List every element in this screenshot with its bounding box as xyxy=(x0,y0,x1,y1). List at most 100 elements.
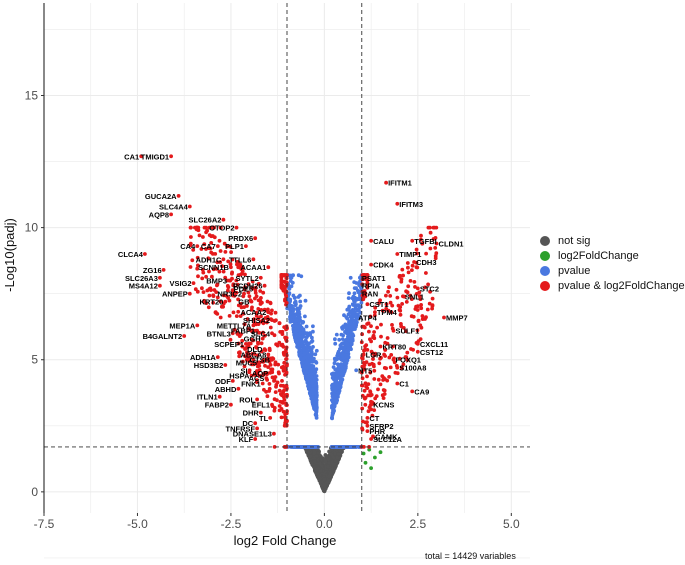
point-both xyxy=(229,265,233,270)
point-p xyxy=(300,334,305,338)
point-p xyxy=(296,295,301,299)
point-p xyxy=(301,320,306,324)
gene-label: ABHD xyxy=(215,385,237,394)
point-both xyxy=(182,334,187,338)
point-p xyxy=(333,337,337,342)
point-both xyxy=(212,288,217,292)
point-p xyxy=(312,367,316,371)
point-both xyxy=(397,275,402,279)
point-both xyxy=(213,310,218,315)
point-fc xyxy=(363,460,368,465)
gene-label: MS4A12 xyxy=(129,282,158,291)
point-both xyxy=(428,246,433,251)
point-both xyxy=(234,314,239,318)
point-both xyxy=(281,409,286,414)
point-p xyxy=(312,371,317,376)
point-p xyxy=(304,377,309,382)
point-p xyxy=(348,275,353,280)
point-p xyxy=(358,310,363,315)
point-p xyxy=(288,276,293,280)
point-both xyxy=(283,285,288,290)
point-both xyxy=(396,303,401,308)
point-both xyxy=(227,314,232,318)
point-not-sig xyxy=(309,460,314,465)
point-p xyxy=(313,403,318,407)
point-p xyxy=(352,298,356,303)
point-both xyxy=(283,297,287,302)
point-p xyxy=(293,327,298,332)
point-fc xyxy=(373,455,377,460)
point-p xyxy=(296,310,300,315)
point-p xyxy=(314,386,319,391)
point-both xyxy=(393,370,398,375)
point-p xyxy=(291,314,296,319)
point-both xyxy=(195,289,200,294)
point-both xyxy=(386,289,390,294)
point-both xyxy=(270,308,274,313)
point-p xyxy=(308,332,313,337)
point-both xyxy=(414,304,418,309)
gene-label: HSD3B2 xyxy=(194,361,224,370)
point-p xyxy=(308,348,313,353)
point-both xyxy=(280,379,284,383)
point-both xyxy=(419,303,423,307)
point-both xyxy=(244,244,248,249)
point-both xyxy=(158,283,162,288)
point-p xyxy=(352,291,357,296)
legend-not-sig-marker xyxy=(540,235,550,246)
point-p xyxy=(330,399,335,404)
point-p xyxy=(298,299,303,304)
point-both xyxy=(277,404,282,408)
point-both xyxy=(194,225,199,230)
gene-label: ACAA1 xyxy=(240,263,266,272)
point-p xyxy=(350,327,355,332)
point-both xyxy=(191,281,196,285)
point-p xyxy=(347,291,351,296)
point-both xyxy=(280,342,285,347)
gene-label: FABP2 xyxy=(205,401,229,410)
point-both xyxy=(381,388,386,392)
point-both xyxy=(360,383,365,388)
point-both xyxy=(266,310,271,315)
point-p xyxy=(346,355,351,360)
point-both xyxy=(278,399,283,404)
gene-label: GGH xyxy=(244,335,261,344)
point-both xyxy=(409,347,413,351)
point-both xyxy=(372,368,377,373)
point-p xyxy=(352,310,357,315)
point-p xyxy=(310,395,315,399)
point-both xyxy=(406,270,411,275)
point-p xyxy=(294,318,298,323)
point-both xyxy=(223,299,228,304)
point-both xyxy=(382,366,387,370)
point-p xyxy=(294,338,299,343)
point-both xyxy=(258,302,263,306)
point-both xyxy=(169,154,174,159)
point-p xyxy=(330,383,334,388)
gene-label: DHR xyxy=(243,409,260,418)
point-both xyxy=(236,386,241,391)
legend-both-marker xyxy=(540,280,550,291)
point-both xyxy=(277,408,282,413)
point-p xyxy=(357,304,362,309)
point-both xyxy=(363,402,368,407)
point-not-sig xyxy=(326,464,330,469)
point-both xyxy=(379,334,383,339)
point-both xyxy=(284,403,289,407)
point-both xyxy=(361,419,365,424)
point-p xyxy=(298,331,303,336)
point-both xyxy=(394,287,399,292)
point-p xyxy=(340,370,345,375)
point-p xyxy=(310,335,314,340)
caption: total = 14429 variables xyxy=(425,551,516,561)
point-both xyxy=(283,335,287,340)
point-both xyxy=(187,204,192,209)
data-points xyxy=(139,154,446,494)
point-both xyxy=(268,416,273,420)
gene-label: TGFBI xyxy=(414,237,437,246)
point-p xyxy=(346,296,351,300)
point-p xyxy=(351,294,356,299)
point-both xyxy=(424,251,428,256)
point-both xyxy=(361,360,366,365)
point-p xyxy=(294,335,298,340)
